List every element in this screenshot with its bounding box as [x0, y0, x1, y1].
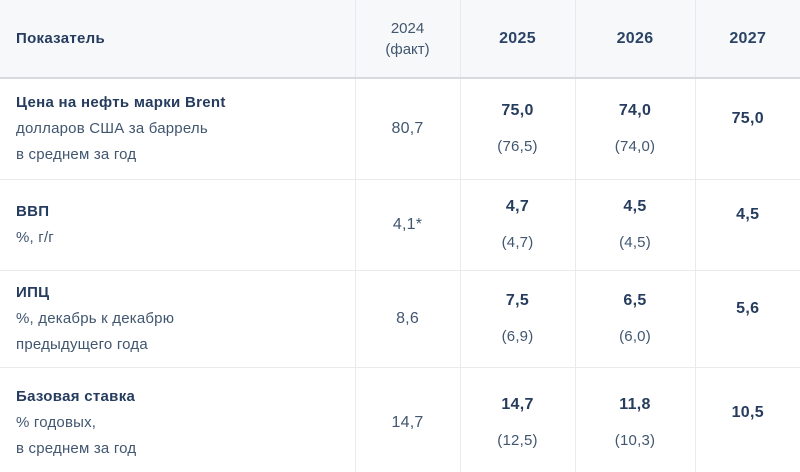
indicator-unit: %, г/г: [16, 229, 54, 246]
previous-forecast-value: (12,5): [497, 431, 538, 449]
forecast-2026-cell: 11,8 (10,3): [574, 367, 695, 472]
indicator-name: Базовая ставка: [16, 387, 136, 405]
forecast-value: 75,0: [501, 102, 534, 119]
previous-forecast-value: (76,5): [497, 138, 538, 155]
forecast-2027-cell: 10,5: [694, 367, 800, 472]
header-year-2026: 2026: [574, 0, 695, 79]
header-year-2027: 2027: [694, 0, 800, 79]
indicator-unit: % годовых,: [16, 413, 97, 431]
forecast-value: 4,5: [736, 206, 760, 223]
indicator-cell: Базовая ставка % годовых, в среднем за г…: [0, 367, 355, 472]
row-gdp: ВВП %, г/г 4,1* 4,7 (4,7) 4,5 (4,5) 4,5: [0, 179, 800, 271]
indicator-name: Цена на нефть марки Brent: [16, 94, 226, 111]
forecast-2025-cell: 75,0 (76,5): [459, 78, 575, 180]
previous-forecast-value: (6,0): [619, 328, 651, 345]
indicator-unit: в среднем за год: [16, 146, 137, 163]
indicator-cell: Цена на нефть марки Brent долларов США з…: [0, 78, 355, 180]
row-brent-oil-price: Цена на нефть марки Brent долларов США з…: [0, 78, 800, 180]
indicator-unit: предыдущего года: [16, 336, 148, 353]
forecast-2027-cell: 75,0: [694, 78, 800, 180]
fact-2024-value: 80,7: [354, 78, 460, 180]
previous-forecast-value: (10,3): [614, 431, 656, 449]
forecast-value: 5,6: [736, 300, 760, 317]
forecast-2027-cell: 5,6: [694, 270, 800, 368]
header-indicator: Показатель: [0, 0, 355, 79]
forecast-2026-cell: 74,0 (74,0): [574, 78, 695, 180]
forecast-2026-cell: 6,5 (6,0): [574, 270, 695, 368]
fact-2024-value: 14,7: [354, 367, 460, 472]
previous-forecast-value: (6,9): [501, 328, 534, 345]
row-cpi: ИПЦ %, декабрь к декабрю предыдущего год…: [0, 270, 800, 368]
forecast-2025-cell: 4,7 (4,7): [459, 179, 575, 271]
previous-forecast-value: (4,5): [619, 234, 651, 251]
header-2024-year: 2024: [390, 19, 425, 37]
header-2024-fact-note: (факт): [385, 40, 430, 58]
indicator-cell: ИПЦ %, декабрь к декабрю предыдущего год…: [0, 270, 355, 368]
forecast-value: 75,0: [731, 110, 764, 127]
indicator-name: ИПЦ: [16, 284, 50, 301]
indicator-unit: %, декабрь к декабрю: [16, 310, 175, 327]
header-year-2025: 2025: [459, 0, 575, 79]
forecast-value: 7,5: [505, 292, 530, 309]
forecast-value: 6,5: [623, 292, 647, 309]
row-key-rate: Базовая ставка % годовых, в среднем за г…: [0, 367, 800, 472]
indicator-unit: долларов США за баррель: [16, 120, 208, 137]
previous-forecast-value: (4,7): [501, 234, 534, 251]
forecast-2025-cell: 7,5 (6,9): [459, 270, 575, 368]
fact-2024-value: 8,6: [354, 270, 460, 368]
header-row: Показатель 2024 (факт) 2025 2026 2027: [0, 0, 800, 79]
fact-2024-value: 4,1*: [354, 179, 460, 271]
forecast-2025-cell: 14,7 (12,5): [459, 367, 575, 472]
forecast-value: 14,7: [501, 395, 534, 413]
indicator-cell: ВВП %, г/г: [0, 179, 355, 271]
header-2024-fact: 2024 (факт): [354, 0, 460, 79]
forecast-value: 11,8: [619, 395, 651, 413]
forecast-value: 4,5: [623, 198, 647, 215]
forecast-value: 4,7: [505, 198, 530, 215]
forecast-2026-cell: 4,5 (4,5): [574, 179, 695, 271]
forecast-2027-cell: 4,5: [694, 179, 800, 271]
indicator-unit: в среднем за год: [16, 439, 137, 457]
indicator-name: ВВП: [16, 203, 50, 220]
forecast-value: 74,0: [618, 102, 652, 119]
forecast-value: 10,5: [731, 403, 764, 421]
previous-forecast-value: (74,0): [614, 138, 656, 155]
